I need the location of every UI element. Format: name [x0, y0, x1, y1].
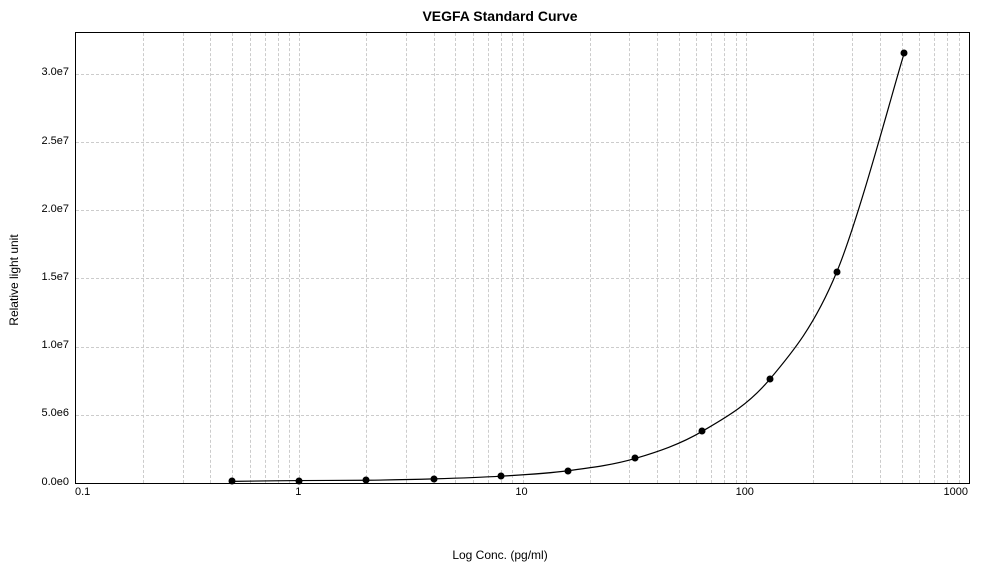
- grid-line-v-minor: [183, 33, 184, 483]
- grid-line-v-minor: [278, 33, 279, 483]
- grid-line-v-minor: [724, 33, 725, 483]
- grid-line-v-minor: [210, 33, 211, 483]
- grid-line-v-minor: [657, 33, 658, 483]
- y-tick-label: 2.0e7: [41, 203, 69, 215]
- grid-line-v-minor: [629, 33, 630, 483]
- chart-container: VEGFA Standard Curve Relative light unit…: [0, 0, 1000, 560]
- data-point: [363, 477, 370, 484]
- grid-line-v-minor: [947, 33, 948, 483]
- y-tick-label: 1.0e7: [41, 339, 69, 351]
- grid-line-v-minor: [512, 33, 513, 483]
- grid-line-v-minor: [406, 33, 407, 483]
- grid-line-v-minor: [265, 33, 266, 483]
- grid-line-v-minor: [736, 33, 737, 483]
- chart-title: VEGFA Standard Curve: [0, 8, 1000, 24]
- data-point: [296, 477, 303, 484]
- x-tick-label: 100: [736, 486, 754, 498]
- x-tick-label: 1000: [944, 486, 968, 498]
- data-point: [699, 428, 706, 435]
- grid-line-v-minor: [902, 33, 903, 483]
- x-tick-label: 10: [515, 486, 527, 498]
- grid-line-v-minor: [232, 33, 233, 483]
- grid-line-v-minor: [250, 33, 251, 483]
- y-tick-label: 2.5e7: [41, 135, 69, 147]
- grid-line-v-minor: [434, 33, 435, 483]
- grid-line-v-minor: [590, 33, 591, 483]
- grid-line-v-major: [299, 33, 300, 483]
- y-axis-label: Relative light unit: [7, 234, 21, 325]
- grid-line-v-minor: [488, 33, 489, 483]
- grid-line-v-minor: [880, 33, 881, 483]
- grid-line-v-minor: [679, 33, 680, 483]
- grid-line-v-major: [523, 33, 524, 483]
- grid-line-v-minor: [455, 33, 456, 483]
- data-point: [901, 50, 908, 57]
- grid-line-v-minor: [813, 33, 814, 483]
- plot-area: [75, 32, 970, 484]
- grid-line-v-minor: [501, 33, 502, 483]
- data-point: [632, 455, 639, 462]
- grid-line-v-minor: [919, 33, 920, 483]
- grid-line-v-minor: [473, 33, 474, 483]
- x-tick-label: 0.1: [75, 486, 90, 498]
- grid-line-v-major: [746, 33, 747, 483]
- y-tick-label: 3.0e7: [41, 66, 69, 78]
- data-point: [229, 478, 236, 485]
- grid-line-v-minor: [959, 33, 960, 483]
- grid-line-v-minor: [696, 33, 697, 483]
- data-point: [430, 475, 437, 482]
- grid-line-v-minor: [711, 33, 712, 483]
- grid-line-v-minor: [143, 33, 144, 483]
- data-point: [565, 467, 572, 474]
- data-point: [497, 473, 504, 480]
- y-tick-label: 1.5e7: [41, 271, 69, 283]
- grid-line-v-minor: [289, 33, 290, 483]
- data-point: [833, 268, 840, 275]
- grid-line-v-minor: [852, 33, 853, 483]
- data-point: [766, 376, 773, 383]
- y-tick-label: 5.0e6: [41, 407, 69, 419]
- grid-line-v-minor: [934, 33, 935, 483]
- fitted-curve: [232, 53, 904, 481]
- y-tick-label: 0.0e0: [41, 476, 69, 488]
- x-tick-label: 1: [295, 486, 301, 498]
- grid-line-v-minor: [366, 33, 367, 483]
